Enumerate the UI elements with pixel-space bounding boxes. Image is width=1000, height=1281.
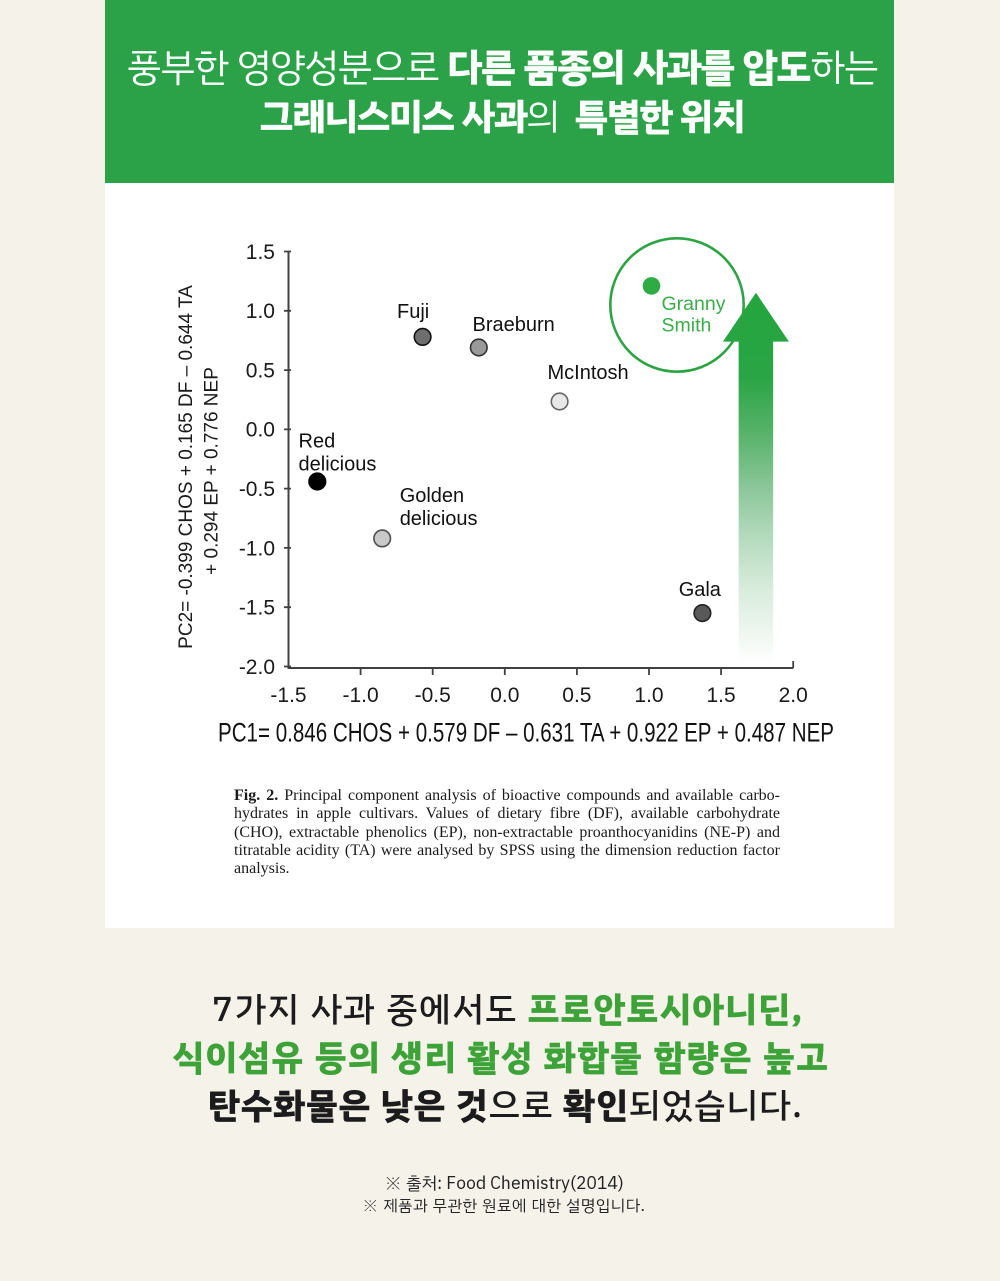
svg-text:-2.0: -2.0 <box>239 656 275 679</box>
svg-text:Fuji: Fuji <box>397 301 429 323</box>
svg-text:Braeburn: Braeburn <box>473 314 555 336</box>
svg-text:2.0: 2.0 <box>779 684 808 707</box>
svg-text:delicious: delicious <box>299 454 377 476</box>
svg-text:+ 0.294 EP + 0.776 NEP: + 0.294 EP + 0.776 NEP <box>202 367 223 575</box>
svg-text:0.0: 0.0 <box>490 684 519 707</box>
svg-text:delicious: delicious <box>400 508 478 530</box>
svg-text:Golden: Golden <box>400 485 465 507</box>
svg-text:-0.5: -0.5 <box>239 478 275 501</box>
svg-text:PC1= 0.846 CHOS + 0.579 DF –: PC1= 0.846 CHOS + 0.579 DF – 0.631 TA + … <box>218 718 834 748</box>
svg-text:Smith: Smith <box>662 315 712 337</box>
svg-text:-1.5: -1.5 <box>239 597 275 620</box>
svg-text:0.5: 0.5 <box>562 684 591 707</box>
svg-text:-1.0: -1.0 <box>343 684 379 707</box>
svg-text:0.0: 0.0 <box>246 419 275 442</box>
svg-text:McIntosh: McIntosh <box>548 362 629 384</box>
svg-text:-1.5: -1.5 <box>270 684 306 707</box>
svg-text:1.5: 1.5 <box>706 684 735 707</box>
svg-text:1.0: 1.0 <box>634 684 663 707</box>
svg-text:1.0: 1.0 <box>246 300 275 323</box>
svg-text:1.5: 1.5 <box>246 241 275 264</box>
svg-text:Granny: Granny <box>662 293 726 315</box>
svg-text:-0.5: -0.5 <box>415 684 451 707</box>
svg-text:0.5: 0.5 <box>246 359 275 382</box>
svg-text:PC2= -0.399 CHOS + 0.165 DF –: PC2= -0.399 CHOS + 0.165 DF – 0.644 TA <box>176 285 197 649</box>
svg-text:-1.0: -1.0 <box>239 537 275 560</box>
svg-text:Gala: Gala <box>679 579 722 601</box>
svg-text:Red: Red <box>299 431 336 453</box>
